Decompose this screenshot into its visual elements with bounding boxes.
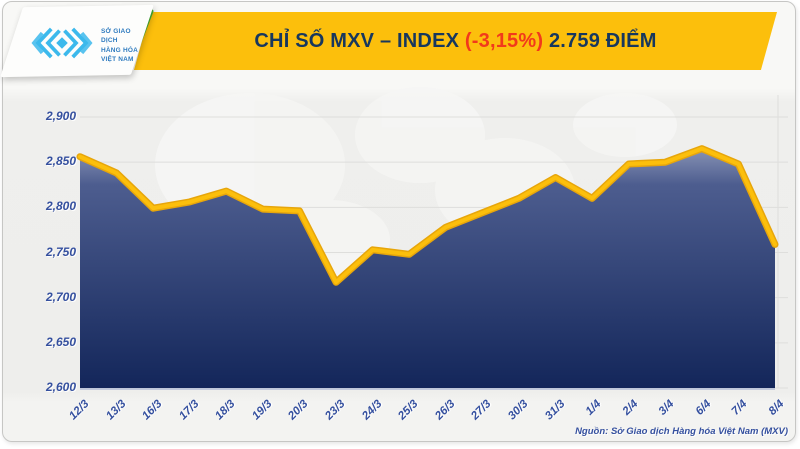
index-line: [78, 146, 777, 285]
chart-title-main: CHỈ SỐ MXV – INDEX: [254, 29, 465, 52]
title-banner: CHỈ SỐ MXV – INDEX (-3,15%) 2.759 ĐIỂM: [134, 12, 777, 70]
source-note: Nguồn: Sở Giao dịch Hàng hóa Việt Nam (M…: [575, 426, 788, 437]
chart-title: CHỈ SỐ MXV – INDEX (-3,15%) 2.759 ĐIỂM: [254, 30, 656, 53]
chart-title-change-badge: (-3,15%): [464, 29, 544, 52]
logo-text: SỞ GIAO DỊCH HÀNG HÓA VIỆT NAM: [101, 27, 149, 65]
logo-text-line3: VIỆT NAM: [101, 56, 134, 64]
logo-text-line1: SỞ GIAO DỊCH: [101, 28, 131, 45]
logo-text-line2: HÀNG HÓA: [101, 46, 138, 54]
mxv-logo-icon: [31, 27, 93, 59]
chart-title-value: 2.759 ĐIỂM: [543, 29, 657, 52]
